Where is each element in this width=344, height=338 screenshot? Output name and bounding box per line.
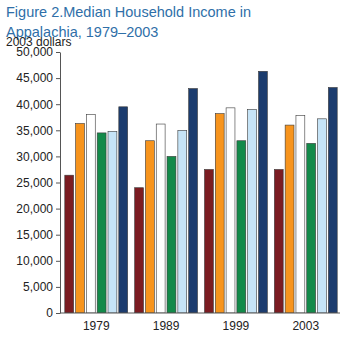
y-tick: 15,000 <box>16 228 60 242</box>
bar <box>156 124 165 313</box>
y-tick-label: 40,000 <box>16 98 53 112</box>
y-tick: 5,000 <box>23 280 60 294</box>
bar <box>97 133 106 313</box>
bar <box>86 115 95 313</box>
bar <box>215 114 224 313</box>
bar <box>189 89 198 313</box>
x-tick-label: 1989 <box>153 319 180 333</box>
bar <box>178 130 187 313</box>
bar <box>237 141 246 313</box>
y-tick-mark <box>56 78 60 79</box>
bar <box>318 119 327 313</box>
bar <box>76 124 85 313</box>
x-tick: 1989 <box>153 313 180 333</box>
y-tick-label: 20,000 <box>16 202 53 216</box>
y-axis: 0 5,000 10,000 15,000 20,000 25,000 30,000 35,0… <box>16 45 60 320</box>
y-tick-label: 10,000 <box>16 254 53 268</box>
x-axis: 1979 1989 1999 2003 <box>60 313 340 333</box>
y-axis-title: 2003 dollars <box>6 35 71 49</box>
y-tick: 20,000 <box>16 202 60 216</box>
bar <box>307 143 316 313</box>
y-tick-mark <box>56 52 60 53</box>
x-tick-label: 2003 <box>292 319 319 333</box>
y-tick-mark <box>56 104 60 105</box>
y-tick-label: 30,000 <box>16 150 53 164</box>
y-tick-mark <box>56 156 60 157</box>
y-tick-mark <box>56 261 60 262</box>
bar <box>65 175 74 313</box>
bar <box>204 169 213 313</box>
chart: 0 5,000 10,000 15,000 20,000 25,000 30,000 35,0… <box>0 0 344 338</box>
y-tick: 35,000 <box>16 124 60 138</box>
y-tick: 25,000 <box>16 176 60 190</box>
y-tick-mark <box>56 130 60 131</box>
bar <box>135 188 144 313</box>
y-tick-label: 5,000 <box>23 280 53 294</box>
bar <box>296 116 305 313</box>
x-tick: 2003 <box>292 313 319 333</box>
bar <box>226 108 235 313</box>
x-axis-line <box>60 313 340 314</box>
y-tick: 40,000 <box>16 98 60 112</box>
y-tick: 45,000 <box>16 71 60 85</box>
y-tick: 30,000 <box>16 150 60 164</box>
x-tick: 1979 <box>83 313 110 333</box>
y-tick-mark <box>56 313 60 314</box>
y-tick-mark <box>56 209 60 210</box>
y-axis-line <box>60 53 61 314</box>
bar <box>167 156 176 313</box>
bar <box>119 107 128 313</box>
y-tick: 10,000 <box>16 254 60 268</box>
bar <box>145 141 154 313</box>
bars <box>65 71 337 313</box>
y-tick-label: 0 <box>46 306 53 320</box>
y-tick-mark <box>56 183 60 184</box>
y-tick-mark <box>56 235 60 236</box>
y-tick-label: 25,000 <box>16 176 53 190</box>
y-tick-label: 15,000 <box>16 228 53 242</box>
x-tick-label: 1999 <box>223 319 250 333</box>
bar <box>285 125 294 313</box>
y-tick-label: 45,000 <box>16 71 53 85</box>
bar <box>274 169 283 313</box>
x-tick-label: 1979 <box>83 319 110 333</box>
y-tick: 0 <box>46 306 60 320</box>
x-tick: 1999 <box>223 313 250 333</box>
y-tick-mark <box>56 287 60 288</box>
bar <box>108 131 117 313</box>
bar <box>258 71 267 313</box>
bar <box>248 109 257 313</box>
y-tick-label: 35,000 <box>16 124 53 138</box>
bar <box>328 87 337 313</box>
